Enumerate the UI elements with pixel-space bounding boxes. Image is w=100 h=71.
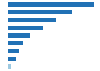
Bar xyxy=(8,33,30,38)
Bar xyxy=(8,64,11,69)
Bar xyxy=(8,26,42,30)
Bar xyxy=(8,2,94,7)
Bar xyxy=(8,57,16,61)
Bar xyxy=(8,49,19,53)
Bar xyxy=(8,41,23,45)
Bar xyxy=(8,18,56,22)
Bar xyxy=(8,10,72,14)
